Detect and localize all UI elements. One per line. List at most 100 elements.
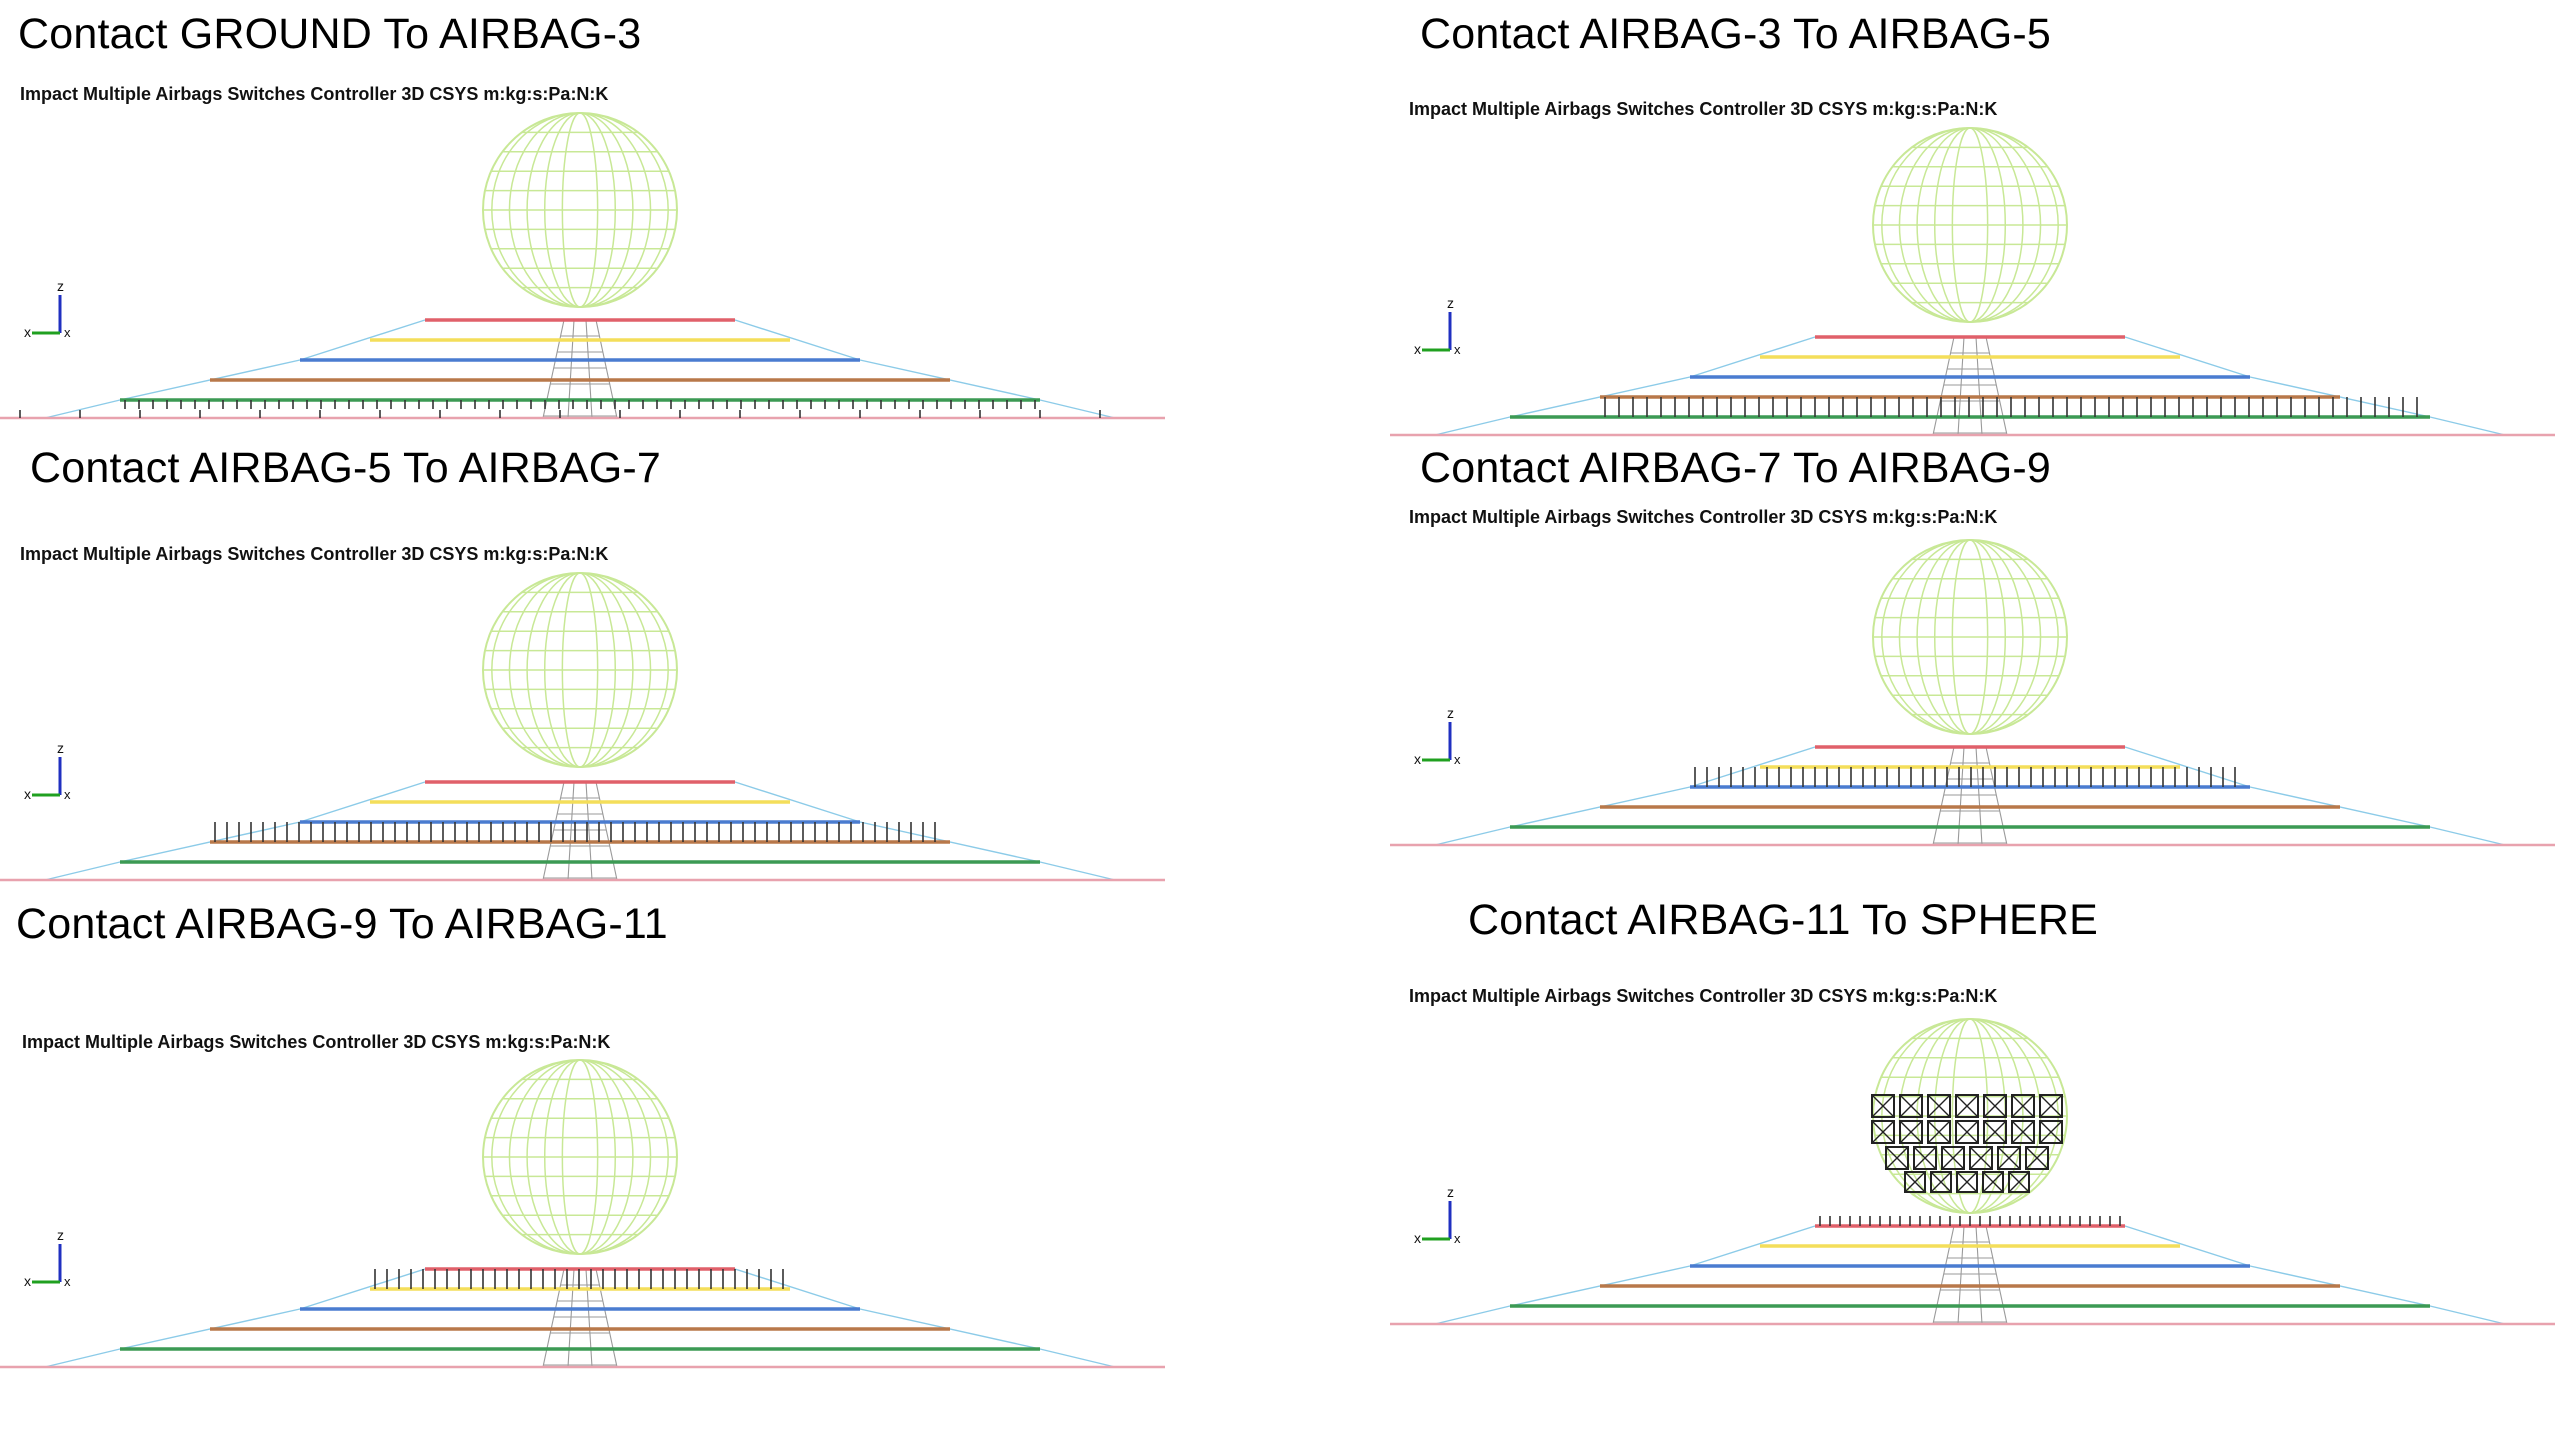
airbag-model-view: z x x [0,112,1165,420]
contact-element-cross [1930,1171,1952,1193]
contact-element-box [1871,1120,1895,1144]
airbag-model-view: z x x [0,572,1165,882]
contact-element-box [1930,1171,1952,1193]
x-axis-label: x [24,324,31,340]
right-side-edge [734,1268,1116,1368]
contact-element-box [1969,1146,1993,1170]
coordinate-triad: z x x [1414,1184,1461,1246]
right-side-edge [2124,1225,2506,1325]
z-axis-label: z [57,740,64,756]
contact-element-cross [1885,1146,1909,1170]
sphere-wireframe [482,112,678,308]
column-grid [1932,746,2008,846]
left-side-edge [44,781,426,881]
panel-title: Contact GROUND To AIRBAG-3 [18,10,642,58]
contact-element-cross [1927,1094,1951,1118]
center-column-mesh [1932,746,2008,846]
y-axis-label: x [64,1274,71,1289]
column-grid [542,1268,618,1368]
right-side-edge [2124,746,2506,846]
contact-element-cross [1982,1171,2004,1193]
sphere-wireframe [1872,127,2068,323]
sphere-wireframe [1872,539,2068,735]
airbag-side-edges [44,781,1116,881]
contact-element-box [1997,1146,2021,1170]
y-axis-label: x [64,787,71,802]
sphere-latitudes [1873,558,2067,716]
contact-element-box [1941,1146,1965,1170]
contact-element-cross [1969,1146,1993,1170]
left-side-edge [44,1268,426,1368]
contact-element-box [2039,1094,2063,1118]
center-column-mesh [1932,336,2008,436]
contact-element-box [1904,1171,1926,1193]
center-column-mesh [542,1268,618,1368]
panel-airbag-7-to-airbag-9: Contact AIRBAG-7 To AIRBAG-9 Impact Mult… [1390,440,2555,910]
center-column-mesh [1932,1225,2008,1325]
contact-element-cross [2011,1094,2035,1118]
z-axis-label: z [57,1227,64,1243]
contact-element-box [1983,1094,2007,1118]
center-column-mesh [542,319,618,419]
sphere-meridian [1881,539,2059,735]
panel-title: Contact AIRBAG-9 To AIRBAG-11 [16,900,668,948]
contact-element-box [1983,1120,2007,1144]
contact-marker-row [1694,767,2236,787]
right-side-edge [734,781,1116,881]
panel-airbag-5-to-airbag-7: Contact AIRBAG-5 To AIRBAG-7 Impact Mult… [0,440,1165,910]
contact-marker-row [1819,1216,2121,1226]
contact-element-cross [1927,1120,1951,1144]
z-axis-label: z [1447,705,1454,721]
contact-element-box [1955,1120,1979,1144]
x-axis-label: x [1414,1230,1421,1246]
right-side-edge [734,319,1116,419]
airbag-side-edges [1434,1225,2506,1325]
column-grid [542,781,618,881]
coordinate-triad: z x x [24,1227,71,1289]
panel-title: Contact AIRBAG-7 To AIRBAG-9 [1420,444,2051,492]
contact-marker-row [19,410,1101,418]
center-column-mesh [542,781,618,881]
airbag-side-edges [44,319,1116,419]
panel-subtitle: Impact Multiple Airbags Switches Control… [22,1032,611,1052]
contact-element-cross [1956,1171,1978,1193]
column-grid [542,319,618,419]
sphere-wireframe [482,1059,678,1255]
contact-element-cross [1955,1120,1979,1144]
panel-subtitle: Impact Multiple Airbags Switches Control… [1409,99,1998,119]
contact-markers [19,400,1101,418]
contact-element-box [1955,1094,1979,1118]
y-axis-label: x [64,325,71,340]
sphere-meridian [491,1059,669,1255]
panel-airbag-3-to-airbag-5: Contact AIRBAG-3 To AIRBAG-5 Impact Mult… [1390,0,2555,470]
coordinate-triad: z x x [1414,705,1461,767]
panel-subtitle: Impact Multiple Airbags Switches Control… [1409,986,1998,1006]
contact-element-cross [1899,1120,1923,1144]
contact-element-cross [2025,1146,2049,1170]
column-grid [1932,1225,2008,1325]
airbag-side-edges [1434,746,2506,846]
x-axis-label: x [24,1273,31,1289]
x-axis-label: x [24,786,31,802]
contact-element-cross [1904,1171,1926,1193]
x-axis-label: x [1414,341,1421,357]
contact-marker-row [1604,397,2418,417]
airbag-model-view: z x x [1390,539,2555,847]
z-axis-label: z [57,278,64,294]
contact-element-cross [1899,1094,1923,1118]
z-axis-label: z [1447,1184,1454,1200]
airbag-model-view: z x x [1390,127,2555,437]
contact-element-box [1927,1120,1951,1144]
contact-element-box [1913,1146,1937,1170]
contact-element-box [2011,1094,2035,1118]
contact-marker-row [374,1269,784,1289]
panel-title: Contact AIRBAG-3 To AIRBAG-5 [1420,10,2051,58]
contact-markers [1604,397,2418,417]
sphere-wireframe [482,572,678,768]
panel-subtitle: Impact Multiple Airbags Switches Control… [1409,507,1998,527]
right-side-edge [2124,336,2506,436]
contact-markers [1694,767,2236,787]
contact-element-box [1885,1146,1909,1170]
left-side-edge [1434,1225,1816,1325]
contact-element-box [1899,1094,1923,1118]
